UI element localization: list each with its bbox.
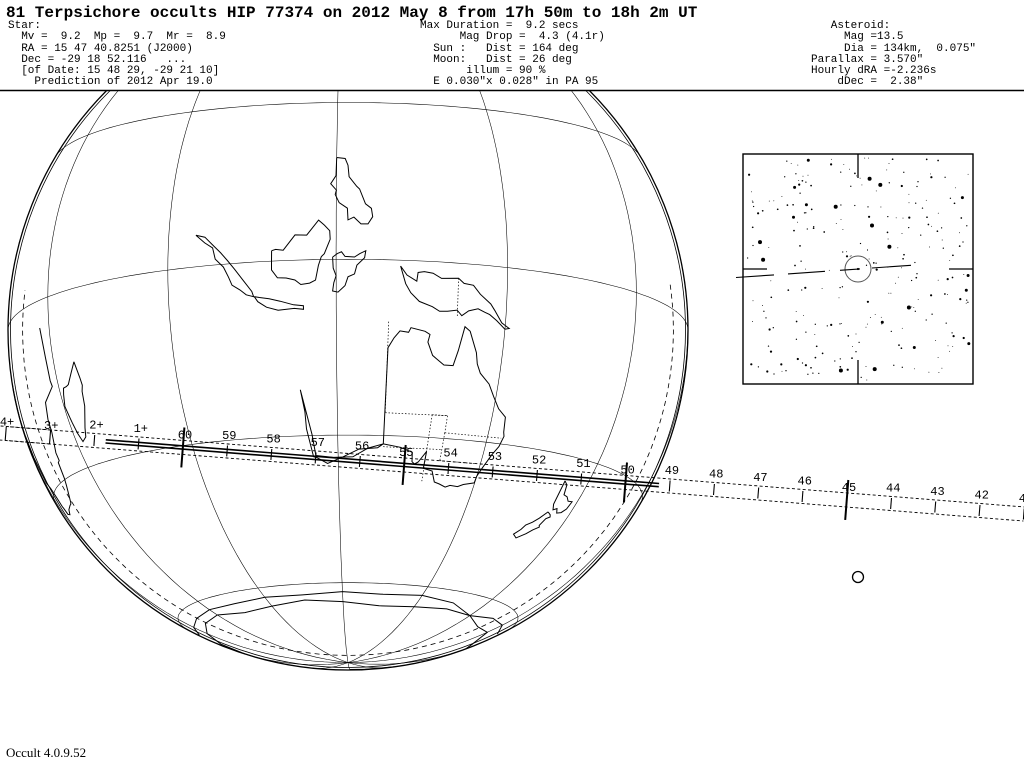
svg-text:57: 57 bbox=[311, 436, 325, 450]
svg-text:56: 56 bbox=[355, 440, 369, 454]
svg-text:51: 51 bbox=[576, 457, 590, 471]
svg-text:50: 50 bbox=[620, 464, 634, 478]
svg-text:53: 53 bbox=[488, 450, 502, 464]
svg-text:55: 55 bbox=[399, 446, 413, 460]
svg-text:47: 47 bbox=[753, 471, 767, 485]
svg-text:59: 59 bbox=[222, 429, 236, 443]
svg-text:52: 52 bbox=[532, 454, 546, 468]
svg-text:46: 46 bbox=[798, 475, 812, 489]
svg-text:4+: 4+ bbox=[0, 416, 14, 430]
svg-text:41: 41 bbox=[1019, 492, 1024, 506]
svg-text:58: 58 bbox=[266, 433, 280, 447]
svg-text:49: 49 bbox=[665, 464, 679, 478]
svg-text:44: 44 bbox=[886, 482, 900, 496]
svg-text:48: 48 bbox=[709, 468, 723, 482]
svg-text:45: 45 bbox=[842, 481, 856, 495]
svg-text:43: 43 bbox=[930, 485, 944, 499]
svg-text:54: 54 bbox=[443, 447, 457, 461]
svg-text:2+: 2+ bbox=[89, 419, 103, 433]
svg-text:42: 42 bbox=[975, 489, 989, 503]
svg-text:60: 60 bbox=[178, 429, 192, 443]
svg-text:3+: 3+ bbox=[44, 419, 58, 433]
svg-text:1+: 1+ bbox=[134, 422, 148, 436]
